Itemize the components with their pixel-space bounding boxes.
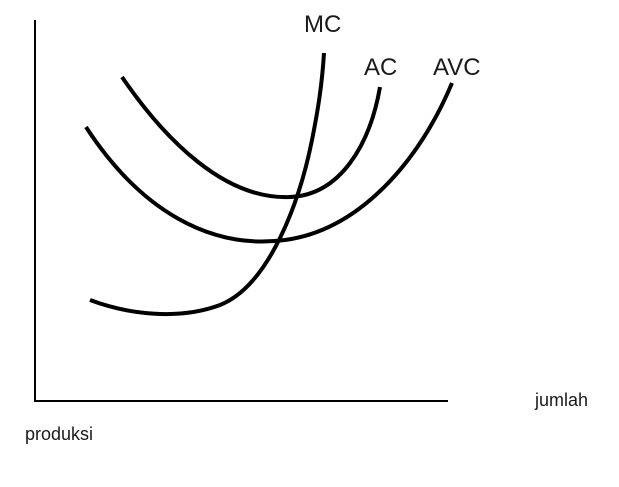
avc-curve — [84, 82, 454, 244]
mc-curve — [89, 52, 326, 317]
ac-curve — [120, 75, 382, 200]
x-axis-label: jumlah — [534, 390, 588, 410]
y-axis-label: produksi — [25, 424, 93, 444]
mc-label: MC — [304, 11, 341, 38]
ac-label: AC — [364, 54, 397, 81]
avc-label: AVC — [433, 54, 481, 81]
